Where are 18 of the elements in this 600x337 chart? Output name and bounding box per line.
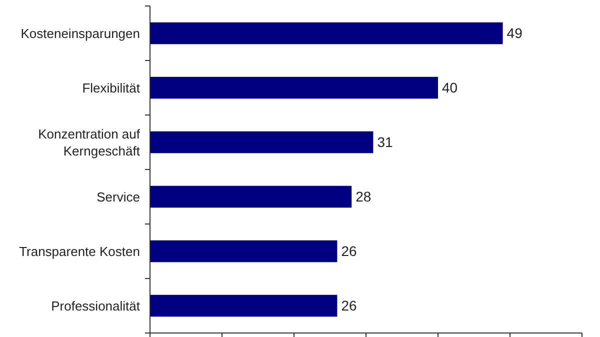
data-label: 40 [442,80,458,96]
bar [150,186,352,208]
y-tick-label: Konzentration auf Kerngeschäft [38,126,140,158]
bar [150,131,374,154]
data-label: 49 [506,25,523,42]
y-tick-label: Kosteneinsparungen [20,26,140,41]
data-label: 26 [341,243,357,260]
y-tick-label: Professionalität [51,298,140,314]
y-tick-label: Flexibilität [82,80,140,96]
data-label: 31 [377,134,393,150]
y-tick-label: Transparente Kosten [19,244,140,259]
bar [150,76,438,99]
y-tick-label: Service [96,189,140,204]
bar [150,240,338,262]
data-label: 26 [341,298,357,314]
data-label: 28 [356,188,372,205]
bar [150,22,503,44]
bar [150,294,338,317]
